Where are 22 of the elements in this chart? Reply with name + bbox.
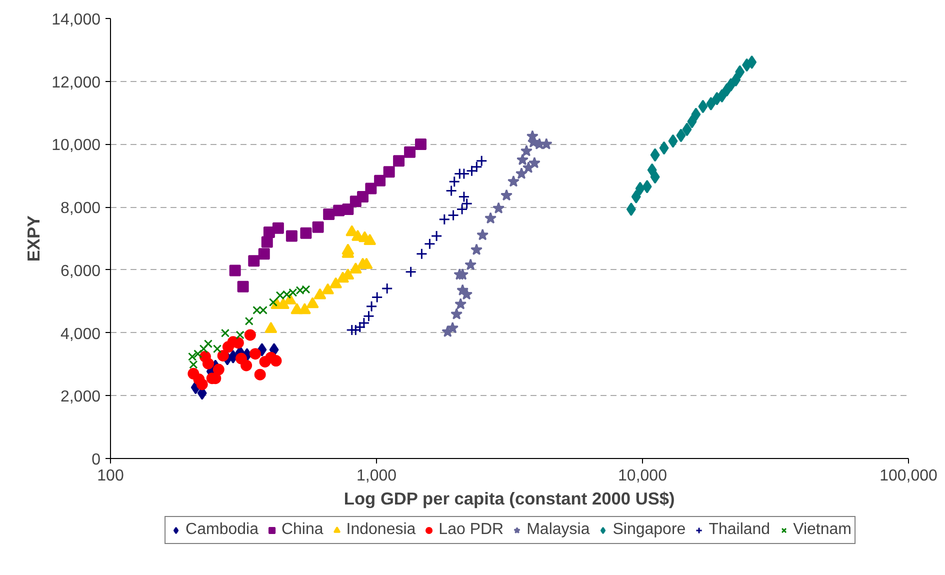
x-axis-title: Log GDP per capita (constant 2000 US$) bbox=[344, 488, 675, 508]
x-tick-label: 100 bbox=[97, 468, 124, 484]
legend-label: Thailand bbox=[708, 521, 770, 539]
y-tick-label: 2,000 bbox=[60, 388, 101, 406]
legend-label: Singapore bbox=[612, 521, 686, 539]
y-tick-label: 6,000 bbox=[60, 262, 101, 280]
y-tick-label: 0 bbox=[92, 452, 101, 468]
y-tick-label: 8,000 bbox=[60, 200, 101, 218]
y-tick-label: 10,000 bbox=[52, 137, 101, 154]
x-tick-label: 10,000 bbox=[618, 468, 668, 484]
y-axis-title: EXPY bbox=[24, 214, 44, 262]
legend-label: Lao PDR bbox=[438, 521, 504, 539]
y-tick-label: 4,000 bbox=[60, 326, 101, 343]
legend-label: Malaysia bbox=[526, 521, 590, 539]
y-tick-label: 14,000 bbox=[52, 12, 101, 28]
legend-label: Vietnam bbox=[793, 521, 852, 539]
legend-label: Cambodia bbox=[186, 521, 258, 539]
y-tick-label: 12,000 bbox=[52, 74, 101, 92]
legend-label: Indonesia bbox=[346, 521, 416, 539]
x-tick-label: 1,000 bbox=[356, 468, 397, 484]
x-tick-label: 100,000 bbox=[880, 468, 938, 484]
legend-label: China bbox=[281, 521, 324, 539]
